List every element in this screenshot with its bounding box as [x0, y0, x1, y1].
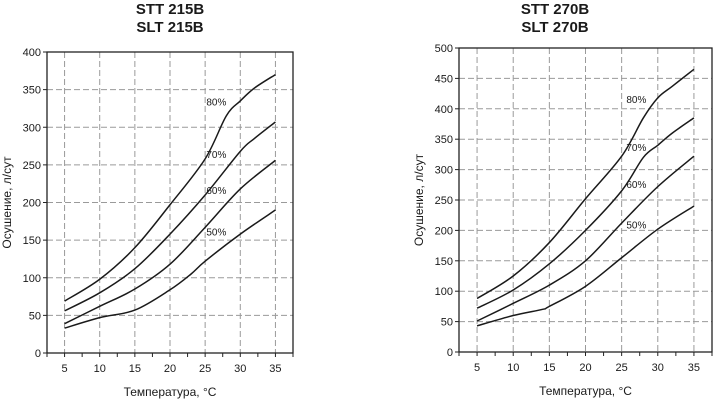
x-tick-label: 35 — [688, 362, 700, 374]
x-tick-label: 35 — [269, 363, 281, 375]
x-tick-label: 15 — [129, 363, 141, 375]
series-line-50pct — [64, 209, 276, 329]
x-tick-label: 25 — [616, 362, 628, 374]
y-tick-label: 200 — [23, 198, 41, 210]
series-line-80pct — [64, 73, 276, 302]
y-tick-label: 300 — [435, 165, 453, 177]
y-tick-label: 300 — [23, 122, 41, 134]
x-tick-label: 25 — [199, 363, 211, 375]
y-tick-label: 150 — [435, 256, 453, 268]
series-line-60pct — [476, 155, 695, 322]
y-tick-label: 400 — [23, 47, 41, 59]
x-tick-label: 30 — [652, 362, 664, 374]
series-label: 60% — [626, 180, 646, 191]
y-tick-label: 50 — [441, 317, 453, 329]
y-tick-label: 200 — [435, 225, 453, 237]
y-axis-label: Осушение, л/сут — [412, 153, 426, 246]
y-tick-label: 400 — [435, 104, 453, 116]
y-tick-label: 250 — [23, 160, 41, 172]
y-tick-label: 500 — [435, 43, 453, 55]
series-label: 50% — [206, 227, 226, 238]
x-tick-label: 10 — [507, 362, 519, 374]
y-tick-label: 350 — [435, 134, 453, 146]
y-tick-label: 350 — [23, 85, 41, 97]
x-tick-label: 15 — [543, 362, 555, 374]
series-line-50pct — [476, 205, 695, 327]
chart-title-line: SLT 215B — [136, 19, 203, 36]
series-line-70pct — [64, 121, 276, 312]
x-tick-label: 20 — [164, 363, 176, 375]
y-axis-label: Осушение, л/сут — [0, 156, 14, 249]
y-tick-label: 50 — [29, 310, 41, 322]
y-tick-label: 0 — [35, 348, 41, 360]
series-line-60pct — [64, 159, 276, 325]
x-tick-label: 5 — [474, 362, 480, 374]
series-label: 60% — [206, 186, 226, 197]
y-tick-label: 100 — [23, 273, 41, 285]
x-axis-label: Температура, °C — [539, 384, 632, 398]
x-tick-label: 20 — [579, 362, 591, 374]
x-axis-label: Температура, °C — [124, 385, 217, 399]
x-tick-label: 10 — [94, 363, 106, 375]
x-tick-label: 5 — [62, 363, 68, 375]
chart-title-line: SLT 270B — [521, 19, 588, 36]
series-label: 80% — [206, 98, 226, 109]
y-tick-label: 0 — [447, 347, 453, 359]
chart-title-line: STT 215B — [136, 1, 205, 18]
series-label: 70% — [206, 150, 226, 161]
y-tick-label: 450 — [435, 73, 453, 85]
series-label: 70% — [626, 143, 646, 154]
series-line-80pct — [476, 68, 695, 300]
series-line-70pct — [476, 117, 695, 309]
y-tick-label: 250 — [435, 195, 453, 207]
x-tick-label: 30 — [234, 363, 246, 375]
series-label: 50% — [626, 221, 646, 232]
chart-title-line: STT 270B — [521, 1, 590, 18]
series-label: 80% — [626, 95, 646, 106]
y-tick-label: 100 — [435, 286, 453, 298]
y-tick-label: 150 — [23, 235, 41, 247]
